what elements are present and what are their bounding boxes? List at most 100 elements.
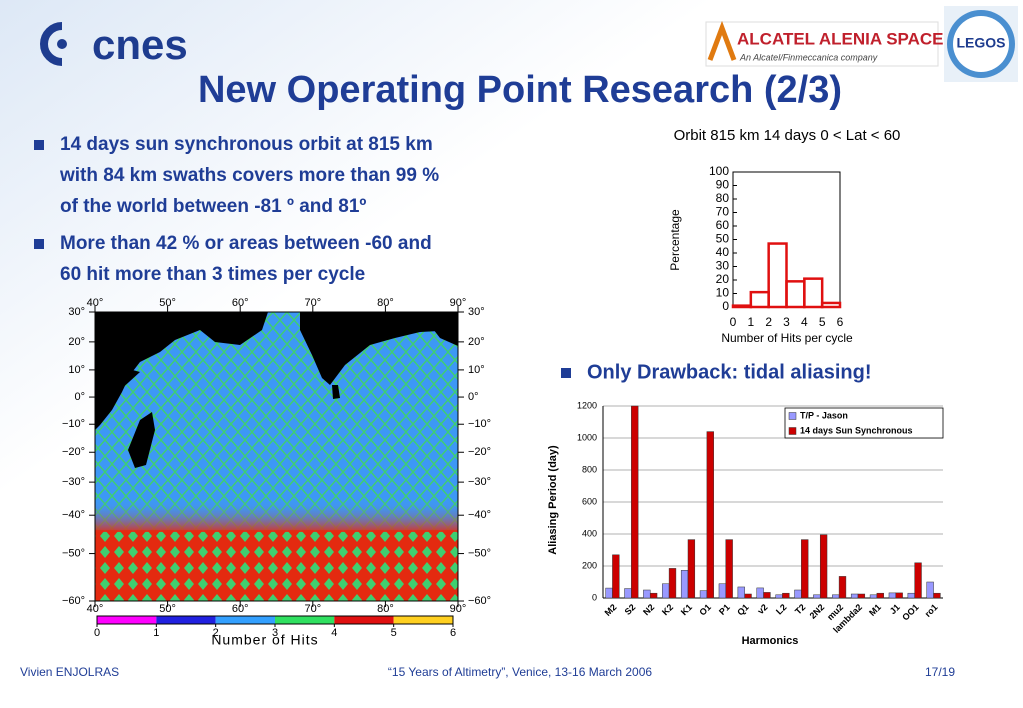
bar bbox=[605, 587, 613, 599]
bullet-marker bbox=[561, 368, 571, 378]
y-tick-label: 20° bbox=[468, 336, 485, 348]
footer-author: Vivien ENJOLRAS bbox=[20, 665, 119, 679]
y-tick-label: 30 bbox=[716, 259, 730, 273]
x-tick-label: 3 bbox=[783, 315, 790, 329]
histogram-chart: Orbit 815 km 14 days 0 < Lat < 60 Number … bbox=[668, 127, 900, 345]
legend-swatch bbox=[788, 427, 797, 435]
y-tick-label: −40° bbox=[62, 509, 85, 521]
legend-box bbox=[784, 407, 944, 439]
y-tick-label: 10° bbox=[68, 364, 85, 376]
colorbar-tick-label: 3 bbox=[272, 627, 278, 639]
y-tick-label: −40° bbox=[468, 509, 491, 521]
x-tick-label: 50° bbox=[159, 603, 176, 615]
y-tick-label: 70 bbox=[716, 205, 730, 219]
x-tick-label: 60° bbox=[232, 603, 249, 615]
x-tick-label: 40° bbox=[87, 297, 104, 309]
bar bbox=[914, 562, 922, 599]
bar bbox=[706, 431, 714, 599]
y-tick-label: 30° bbox=[468, 306, 485, 318]
bar bbox=[763, 592, 771, 599]
x-tick-label: 70° bbox=[304, 297, 321, 309]
colorbar-segment bbox=[275, 616, 335, 624]
y-tick-label: 80 bbox=[716, 191, 730, 205]
bar bbox=[850, 593, 859, 599]
y-tick-label: 0° bbox=[74, 391, 85, 403]
y-tick-label: 10° bbox=[468, 364, 485, 376]
bar bbox=[612, 554, 620, 599]
lab-name: LEGOS bbox=[956, 35, 1005, 51]
y-tick-label: 800 bbox=[582, 464, 597, 474]
bar bbox=[680, 570, 689, 599]
colorbar-segment bbox=[156, 616, 216, 624]
y-tick-label: 30° bbox=[68, 306, 85, 318]
bar bbox=[876, 592, 884, 599]
partner-sub: An Alcatel/Finmeccanica company bbox=[739, 52, 878, 62]
y-tick-label: −30° bbox=[62, 476, 85, 488]
bar bbox=[668, 568, 677, 599]
x-tick-label: 0 bbox=[730, 315, 737, 329]
y-tick-label: −50° bbox=[468, 547, 491, 559]
bar bbox=[819, 534, 828, 599]
bar bbox=[718, 583, 727, 599]
bar bbox=[888, 592, 897, 599]
bar bbox=[744, 593, 752, 599]
y-tick-label: 10 bbox=[716, 286, 730, 300]
chart-title: Orbit 815 km 14 days 0 < Lat < 60 bbox=[674, 127, 901, 144]
y-tick-label: −20° bbox=[468, 446, 491, 458]
bullet-text: 60 hit more than 3 times per cycle bbox=[60, 264, 365, 285]
y-tick-label: 400 bbox=[582, 528, 597, 538]
y-tick-label: 20° bbox=[68, 336, 85, 348]
y-axis-label: Percentage bbox=[668, 209, 682, 271]
y-tick-label: 0° bbox=[468, 391, 479, 403]
histogram-bar bbox=[731, 304, 753, 309]
x-tick-label: 90° bbox=[450, 297, 467, 309]
y-tick-label: 200 bbox=[582, 560, 597, 570]
partner-name: ALCATEL ALENIA SPACE bbox=[737, 29, 944, 48]
bullet-text: of the world between -81 º and 81º bbox=[60, 196, 366, 217]
colorbar-tick-label: 5 bbox=[391, 627, 397, 639]
y-tick-label: 1200 bbox=[577, 400, 597, 410]
x-tick-label: 60° bbox=[232, 297, 249, 309]
colorbar-segment bbox=[393, 616, 453, 624]
legos-logo: LEGOS bbox=[944, 6, 1018, 82]
colorbar-tick-label: 6 bbox=[450, 627, 456, 639]
y-tick-label: 60 bbox=[716, 218, 730, 232]
bullet-list: 14 days sun synchronous orbit at 815 km w… bbox=[34, 134, 872, 383]
y-tick-label: 100 bbox=[709, 164, 729, 178]
alcatel-logo: ALCATEL ALENIA SPACE An Alcatel/Finmecca… bbox=[705, 20, 944, 67]
bar bbox=[794, 589, 802, 599]
land-horn bbox=[95, 360, 140, 395]
land-india bbox=[300, 312, 458, 385]
cnes-text: cnes bbox=[92, 21, 188, 68]
southern-band bbox=[95, 530, 458, 601]
colorbar-segment bbox=[215, 616, 275, 624]
bar bbox=[643, 589, 651, 599]
colorbar-tick-label: 0 bbox=[94, 627, 100, 639]
colorbar-tick-label: 1 bbox=[153, 627, 159, 639]
bar bbox=[782, 592, 790, 599]
x-axis-label: Number of Hits per cycle bbox=[721, 331, 853, 345]
x-tick-label: 4 bbox=[801, 315, 808, 329]
y-tick-label: −10° bbox=[62, 418, 85, 430]
bullet-marker bbox=[34, 239, 44, 249]
y-tick-label: 0 bbox=[592, 592, 597, 602]
y-axis-label: Aliasing Period (day) bbox=[547, 445, 559, 555]
histogram-bar bbox=[803, 277, 824, 309]
bar bbox=[857, 593, 866, 599]
bar bbox=[631, 405, 639, 599]
legend-swatch bbox=[788, 412, 797, 420]
y-tick-label: −30° bbox=[468, 476, 491, 488]
bullet-text: More than 42 % or areas between -60 and bbox=[60, 233, 432, 254]
y-tick-label: −50° bbox=[62, 547, 85, 559]
bar bbox=[838, 576, 847, 599]
colorbar-label: Number of Hits bbox=[211, 632, 318, 648]
x-axis-label: Harmonics bbox=[742, 635, 799, 647]
x-tick-label: 90° bbox=[450, 603, 467, 615]
x-tick-label: 80° bbox=[377, 603, 394, 615]
histogram-bar bbox=[820, 301, 842, 309]
x-tick-label: 1 bbox=[747, 315, 754, 329]
x-tick-label: 2 bbox=[765, 315, 772, 329]
colorbar-tick-label: 2 bbox=[213, 627, 219, 639]
y-tick-label: −10° bbox=[468, 418, 491, 430]
